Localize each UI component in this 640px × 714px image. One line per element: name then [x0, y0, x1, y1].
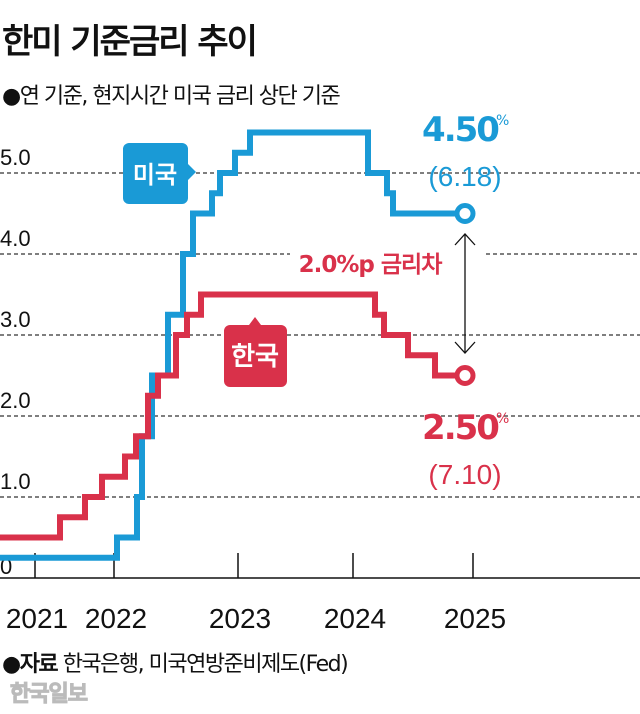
x-tick-label: 2022: [85, 603, 147, 634]
series-line-us: [0, 129, 465, 561]
x-tick-label: 2024: [324, 603, 386, 634]
chart-subtitle: ●연 기준, 현지시간 미국 금리 상단 기준: [2, 84, 341, 109]
us-end-unit: %: [496, 113, 509, 129]
watermark-logo: 한국일보: [10, 682, 89, 708]
y-tick-label: 3.0: [0, 307, 31, 332]
y-tick-label: 1.0: [0, 469, 31, 494]
series-line-korea: [0, 291, 465, 541]
y-tick-label: 5.0: [0, 145, 31, 170]
rate-gap-label: 2.0%p 금리차: [299, 252, 443, 278]
gap-arrow-heads-icon: [454, 233, 476, 354]
y-tick-label: 4.0: [0, 226, 31, 251]
chart-title: 한미 기준금리 추이: [2, 22, 258, 62]
source-label: ●자료: [2, 652, 59, 677]
source-note: ●자료 한국은행, 미국연방준비제도(Fed): [2, 646, 349, 678]
korea-end-unit: %: [496, 411, 509, 427]
us-label-box: [123, 143, 196, 204]
us-series-label: 미국: [133, 161, 177, 189]
source-text: 한국은행, 미국연방준비제도(Fed): [62, 652, 349, 677]
korea-series-label: 한국: [231, 342, 279, 372]
x-tick-label: 2021: [6, 603, 68, 634]
korea-end-value: 2.50: [422, 408, 499, 448]
y-tick-label: 2.0: [0, 388, 31, 413]
x-tick-label: 2023: [209, 603, 271, 634]
us-end-date: (6.18): [428, 161, 501, 192]
x-tick-label: 2025: [444, 603, 506, 634]
end-point-marker: [454, 203, 476, 224]
us-end-value: 4.50: [422, 110, 499, 150]
korea-label-box: [224, 317, 287, 387]
end-point-marker: [454, 365, 476, 386]
korea-end-date: (7.10): [428, 459, 501, 490]
